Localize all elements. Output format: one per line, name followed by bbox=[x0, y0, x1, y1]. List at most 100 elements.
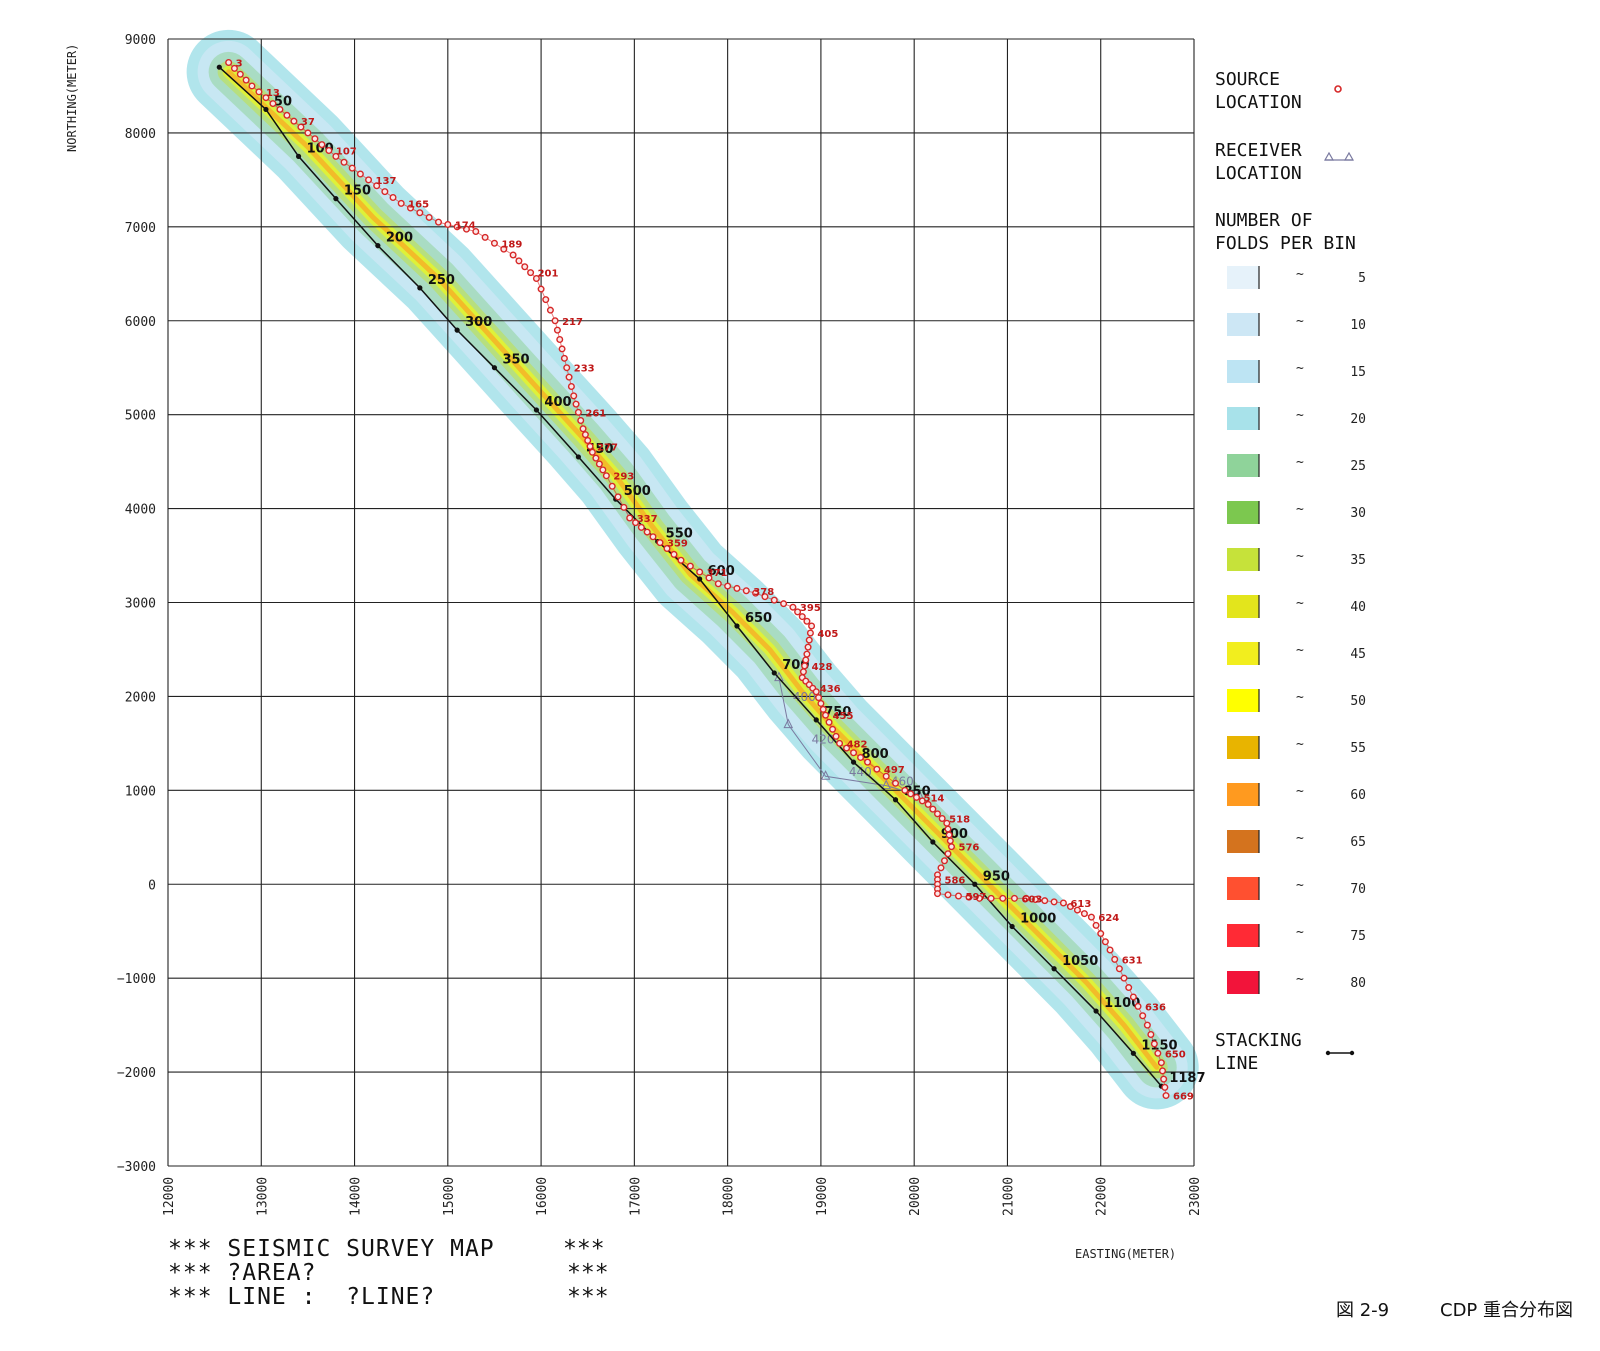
station-label: 350 bbox=[502, 353, 529, 368]
x-tick-label: 16000 bbox=[535, 1177, 550, 1216]
station-label: 150 bbox=[344, 184, 371, 199]
source-marker bbox=[581, 431, 589, 439]
source-marker bbox=[453, 223, 461, 231]
fold-value: 25 bbox=[1350, 459, 1366, 474]
stacking-marker bbox=[295, 153, 302, 159]
source-marker bbox=[1106, 946, 1114, 954]
fold-swatch bbox=[1227, 266, 1259, 289]
source-marker bbox=[1087, 913, 1095, 921]
station-label: 1000 bbox=[1020, 912, 1056, 927]
fold-swatch bbox=[1227, 501, 1259, 524]
source-marker bbox=[1115, 965, 1123, 973]
source-marker bbox=[348, 164, 356, 172]
fold-swatch bbox=[1227, 595, 1259, 618]
legend-receiver-label-2: LOCATION bbox=[1215, 163, 1302, 184]
fold-tilde: ~ bbox=[1296, 784, 1304, 799]
source-label: 603 bbox=[1021, 894, 1042, 905]
caption-area-end: *** bbox=[567, 1260, 609, 1286]
receiver-path bbox=[778, 677, 919, 796]
caption-line-end: *** bbox=[567, 1284, 609, 1310]
source-marker bbox=[733, 584, 741, 592]
source-marker bbox=[794, 608, 802, 616]
station-label: 800 bbox=[862, 747, 889, 762]
source-marker bbox=[808, 622, 816, 630]
source-marker bbox=[1157, 1059, 1165, 1067]
source-marker bbox=[815, 694, 823, 702]
source-marker bbox=[805, 636, 813, 644]
station-label: 500 bbox=[624, 484, 651, 499]
y-tick-label: −1000 bbox=[117, 972, 156, 987]
source-marker bbox=[579, 425, 587, 433]
x-tick-label: 15000 bbox=[442, 1177, 457, 1216]
source-marker bbox=[843, 744, 851, 752]
fold-value: 40 bbox=[1350, 600, 1366, 615]
legend-folds-label-2: FOLDS PER BIN bbox=[1215, 233, 1356, 254]
fold-value: 10 bbox=[1350, 318, 1366, 333]
y-tick-label: −2000 bbox=[117, 1066, 156, 1081]
source-marker bbox=[558, 345, 566, 353]
source-marker bbox=[801, 662, 809, 670]
fold-swatch bbox=[1227, 971, 1259, 994]
source-label: 576 bbox=[958, 843, 979, 854]
fold-swatch bbox=[1227, 830, 1259, 853]
y-tick-label: 3000 bbox=[125, 597, 156, 612]
x-tick-label: 13000 bbox=[255, 1177, 270, 1216]
stacking-marker bbox=[930, 839, 936, 845]
legend-stacking-label-2: LINE bbox=[1215, 1053, 1258, 1074]
figure-title: CDP 重合分布図 bbox=[1440, 1300, 1574, 1321]
source-marker bbox=[373, 182, 381, 190]
source-marker bbox=[761, 593, 769, 601]
source-marker bbox=[425, 213, 433, 221]
source-marker bbox=[1041, 897, 1049, 905]
source-label: 613 bbox=[1070, 899, 1091, 910]
source-marker bbox=[570, 392, 578, 400]
fold-swatch-list: ~5 ~ 10 ~ 15 ~ 20 ~ 25 ~ 30 ~ 35 ~ 40 ~ 45 ~ 50 ~ 55 ~ 60 ~ 65 ~ 7… bbox=[1227, 266, 1366, 994]
station-label: 300 bbox=[465, 315, 492, 330]
source-label: 497 bbox=[884, 765, 905, 776]
source-label: 636 bbox=[1145, 1002, 1166, 1013]
y-tick-label: 0 bbox=[148, 878, 156, 893]
source-marker bbox=[586, 442, 594, 450]
source-marker bbox=[563, 364, 571, 372]
source-marker bbox=[1080, 910, 1088, 918]
fold-value: 65 bbox=[1350, 835, 1366, 850]
source-marker bbox=[901, 786, 909, 794]
legend-stacking-label: STACKING bbox=[1215, 1030, 1302, 1051]
x-tick-label: 18000 bbox=[722, 1177, 737, 1216]
station-label: 50 bbox=[274, 94, 292, 109]
source-marker bbox=[599, 466, 607, 474]
stacking-marker bbox=[972, 881, 978, 887]
y-tick-label: 1000 bbox=[125, 784, 156, 799]
source-marker bbox=[934, 890, 942, 898]
source-marker bbox=[546, 306, 554, 314]
source-marker bbox=[556, 336, 564, 344]
source-locations: 3 13 37 107 137 165 174 189 201 217 233 261 277 293 33… bbox=[225, 58, 1194, 1103]
source-marker bbox=[532, 274, 540, 282]
source-label: 518 bbox=[949, 815, 970, 826]
fold-value: 75 bbox=[1350, 929, 1366, 944]
y-tick-label: 6000 bbox=[125, 315, 156, 330]
source-marker bbox=[1154, 1049, 1162, 1057]
source-marker bbox=[799, 668, 807, 676]
source-marker bbox=[481, 233, 489, 241]
source-marker bbox=[490, 239, 498, 247]
source-marker bbox=[509, 251, 517, 259]
source-marker bbox=[1120, 974, 1128, 982]
source-marker bbox=[940, 857, 948, 865]
source-label: 436 bbox=[820, 684, 841, 695]
source-label: 371 bbox=[707, 568, 728, 579]
fold-value: 15 bbox=[1350, 365, 1366, 380]
stacking-marker bbox=[734, 623, 740, 629]
source-marker bbox=[567, 382, 575, 390]
source-marker bbox=[225, 58, 233, 66]
source-label: 293 bbox=[613, 472, 634, 483]
source-marker bbox=[656, 539, 664, 547]
source-marker bbox=[804, 643, 812, 651]
fold-tilde: ~ bbox=[1296, 972, 1304, 987]
source-marker bbox=[770, 596, 778, 604]
x-axis-title: EASTING(METER) bbox=[1075, 1247, 1176, 1261]
source-marker bbox=[705, 574, 713, 582]
source-marker bbox=[311, 135, 319, 143]
source-marker bbox=[248, 82, 256, 90]
fold-value: 5 bbox=[1358, 271, 1366, 286]
